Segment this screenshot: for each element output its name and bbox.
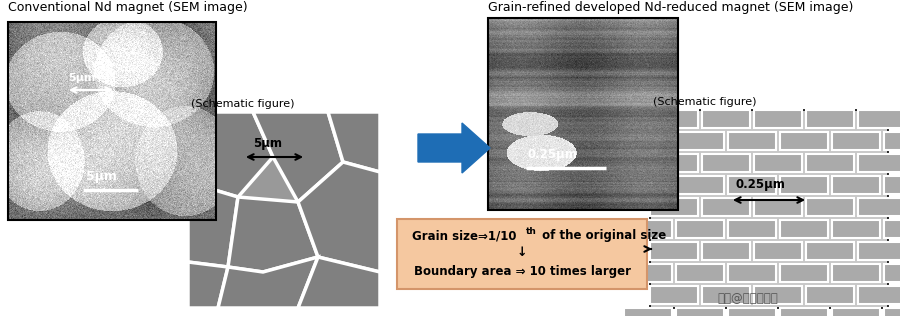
Polygon shape xyxy=(253,112,343,202)
Bar xyxy=(754,286,802,304)
Bar xyxy=(858,286,900,304)
Bar xyxy=(858,242,900,260)
Bar xyxy=(806,198,854,216)
Bar xyxy=(488,18,678,210)
Bar xyxy=(832,176,880,194)
Bar xyxy=(650,286,698,304)
Text: 5μm: 5μm xyxy=(253,137,282,150)
Text: th: th xyxy=(526,227,537,235)
Polygon shape xyxy=(218,257,318,308)
Bar xyxy=(650,198,698,216)
Bar xyxy=(8,22,216,220)
Bar xyxy=(702,242,750,260)
Text: (Schematic figure): (Schematic figure) xyxy=(191,99,294,109)
Bar xyxy=(702,110,750,128)
Bar xyxy=(858,198,900,216)
Bar xyxy=(884,132,900,150)
Polygon shape xyxy=(328,112,380,172)
Bar xyxy=(676,264,724,282)
FancyBboxPatch shape xyxy=(397,219,647,289)
Bar xyxy=(728,264,776,282)
Bar xyxy=(806,154,854,172)
Bar xyxy=(624,176,672,194)
Bar xyxy=(832,264,880,282)
Bar xyxy=(676,176,724,194)
Text: 头条@万物云联网: 头条@万物云联网 xyxy=(717,292,778,305)
Bar xyxy=(780,220,828,238)
Bar xyxy=(650,110,698,128)
Polygon shape xyxy=(298,257,380,308)
Bar xyxy=(806,286,854,304)
Text: 5μm: 5μm xyxy=(68,73,95,83)
Bar xyxy=(754,242,802,260)
Bar xyxy=(858,110,900,128)
Bar xyxy=(676,308,724,316)
Bar xyxy=(624,264,672,282)
Bar xyxy=(780,176,828,194)
Polygon shape xyxy=(298,162,380,272)
Bar xyxy=(702,154,750,172)
Bar xyxy=(754,198,802,216)
Bar xyxy=(884,220,900,238)
Bar xyxy=(624,308,672,316)
Text: Grain size⇒1/10: Grain size⇒1/10 xyxy=(412,229,517,242)
Bar xyxy=(676,220,724,238)
Polygon shape xyxy=(228,197,318,272)
Bar xyxy=(780,132,828,150)
Bar xyxy=(858,154,900,172)
Bar xyxy=(884,176,900,194)
Text: 0.25μm: 0.25μm xyxy=(528,148,578,161)
Text: ↓: ↓ xyxy=(517,246,527,259)
Bar xyxy=(624,220,672,238)
Bar xyxy=(754,110,802,128)
Bar xyxy=(676,132,724,150)
Text: 5μm: 5μm xyxy=(86,170,117,183)
Bar xyxy=(728,176,776,194)
Text: Boundary area ⇒ 10 times larger: Boundary area ⇒ 10 times larger xyxy=(413,265,631,278)
Bar xyxy=(832,220,880,238)
Text: (Schematic figure): (Schematic figure) xyxy=(653,97,757,107)
Bar xyxy=(728,220,776,238)
Bar xyxy=(728,308,776,316)
Polygon shape xyxy=(188,262,228,308)
Bar xyxy=(188,112,380,308)
Text: of the original size: of the original size xyxy=(538,229,666,242)
Bar xyxy=(650,242,698,260)
Bar xyxy=(806,110,854,128)
Bar xyxy=(884,308,900,316)
Text: Conventional Nd magnet (SEM image): Conventional Nd magnet (SEM image) xyxy=(8,1,248,14)
Bar xyxy=(624,132,672,150)
Polygon shape xyxy=(188,112,273,197)
Polygon shape xyxy=(188,182,238,267)
Bar xyxy=(884,264,900,282)
Bar xyxy=(754,154,802,172)
Text: Grain-refined developed Nd-reduced magnet (SEM image): Grain-refined developed Nd-reduced magne… xyxy=(488,1,853,14)
Bar xyxy=(806,242,854,260)
Bar xyxy=(780,308,828,316)
Bar xyxy=(650,154,698,172)
Bar xyxy=(650,110,888,308)
Bar xyxy=(702,286,750,304)
Bar xyxy=(728,132,776,150)
Bar xyxy=(832,308,880,316)
Bar xyxy=(780,264,828,282)
FancyArrow shape xyxy=(418,123,490,173)
Bar xyxy=(832,132,880,150)
Bar xyxy=(702,198,750,216)
Text: 0.25μm: 0.25μm xyxy=(735,178,785,191)
